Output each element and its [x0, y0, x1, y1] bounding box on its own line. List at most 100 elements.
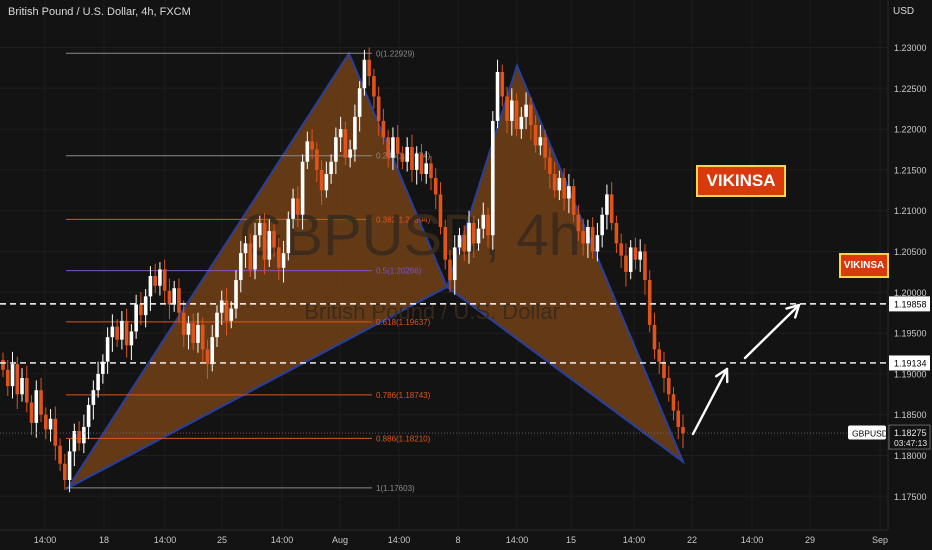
candle-body	[514, 100, 519, 130]
candle-body	[662, 361, 666, 378]
candle-body	[586, 227, 590, 244]
y-tick-label: 1.19500	[894, 329, 927, 339]
candle-body	[609, 194, 614, 223]
candle-body	[338, 129, 343, 138]
candle-body	[267, 231, 272, 260]
candle-body	[272, 231, 276, 248]
candle-body	[48, 418, 53, 430]
y-tick-label: 1.20000	[894, 288, 927, 298]
fib-label: 0(1.22929)	[376, 49, 415, 58]
x-tick-label: 14:00	[271, 535, 294, 545]
candle-body	[310, 141, 314, 150]
candle-body	[405, 147, 409, 162]
candle-body	[82, 426, 86, 444]
candle-body	[72, 431, 77, 452]
x-tick-label: 14:00	[154, 535, 177, 545]
fib-label: 1(1.17603)	[376, 484, 415, 493]
candle-body	[43, 414, 48, 430]
candle-body	[296, 198, 300, 215]
candle-body	[372, 76, 376, 97]
x-tick-label: 18	[99, 535, 109, 545]
candle-body	[605, 194, 609, 215]
candle-body	[315, 149, 319, 170]
price-axis-bg	[888, 0, 932, 550]
candle-body	[181, 312, 186, 335]
candle-body	[619, 243, 623, 256]
candle-body	[291, 198, 295, 219]
candle-body	[77, 431, 81, 444]
candle-body	[186, 323, 191, 335]
candle-body	[134, 304, 138, 332]
vikinsa-badge-small: VIKINSA	[839, 253, 889, 278]
projection-arrows	[691, 303, 801, 436]
symbol-label-text: GBPUSD	[852, 429, 888, 439]
candle-body	[86, 404, 91, 427]
candle-body	[467, 222, 471, 252]
candle-body	[581, 231, 585, 244]
candle-body	[490, 120, 495, 236]
y-tick-label: 1.17500	[894, 492, 927, 502]
candle-body	[486, 214, 490, 236]
candle-body	[376, 96, 381, 121]
arrow-shaft	[743, 303, 801, 360]
candle-body	[400, 153, 405, 162]
arrow-head	[714, 367, 729, 384]
candle-body	[20, 377, 24, 395]
candle-body	[129, 331, 134, 346]
candle-body	[510, 100, 514, 121]
candle-body	[53, 418, 58, 446]
time-axis-bg	[0, 530, 888, 550]
x-tick-label: Sep	[872, 535, 888, 545]
candle-body	[353, 116, 357, 150]
x-tick-label: 14:00	[623, 535, 646, 545]
pattern-bd	[446, 286, 684, 463]
candle-body	[628, 247, 633, 272]
pattern-xb	[67, 286, 448, 489]
candle-body	[529, 104, 533, 126]
candle-body	[158, 269, 162, 286]
candle-body	[262, 222, 267, 260]
candle-body	[562, 178, 566, 199]
candle-body	[124, 320, 129, 346]
candle-body	[238, 253, 243, 281]
candle-body	[367, 59, 371, 77]
vikinsa-badge-large: VIKINSA	[696, 165, 786, 197]
candle-body	[638, 251, 643, 260]
candle-body	[286, 218, 291, 254]
candle-body	[58, 445, 62, 464]
candle-body	[348, 149, 352, 158]
candle-body	[410, 147, 414, 170]
candle-body	[219, 300, 224, 313]
candle-body	[614, 222, 619, 244]
candle-body	[120, 320, 124, 340]
candle-body	[571, 186, 576, 215]
current-price-box	[888, 424, 931, 450]
y-tick-label: 1.19000	[894, 369, 927, 379]
x-tick-label: 14:00	[506, 535, 529, 545]
y-tick-label: 1.21000	[894, 206, 927, 216]
candle-body	[633, 247, 638, 260]
candle-body	[590, 227, 595, 252]
candle-body	[110, 326, 115, 338]
time-axis[interactable]: 14:00 18 14:00 25 14:00 Aug 14:00 8 14:00 15 14:00…	[0, 529, 888, 550]
y-tick-label: 1.18000	[894, 451, 927, 461]
candle-body	[548, 157, 552, 174]
price-label-text: 1.19858	[894, 299, 927, 309]
candle-body	[10, 364, 15, 387]
candle-body	[63, 463, 67, 480]
candle-body	[257, 222, 262, 236]
candle-body	[647, 280, 652, 325]
y-tick-label: 1.21500	[894, 165, 927, 175]
candle-body	[24, 377, 29, 403]
candlestick-series	[1, 47, 685, 493]
candle-body	[29, 402, 34, 423]
candle-body	[200, 324, 205, 350]
watermark-name: British Pound / U.S. Dollar	[304, 299, 560, 324]
candle-body	[1, 360, 5, 370]
candle-body	[224, 300, 229, 321]
candle-body	[462, 235, 467, 252]
y-tick-label: 1.20500	[894, 247, 927, 257]
y-tick-label: 1.22000	[894, 125, 927, 135]
y-tick-label: 1.22500	[894, 84, 927, 94]
